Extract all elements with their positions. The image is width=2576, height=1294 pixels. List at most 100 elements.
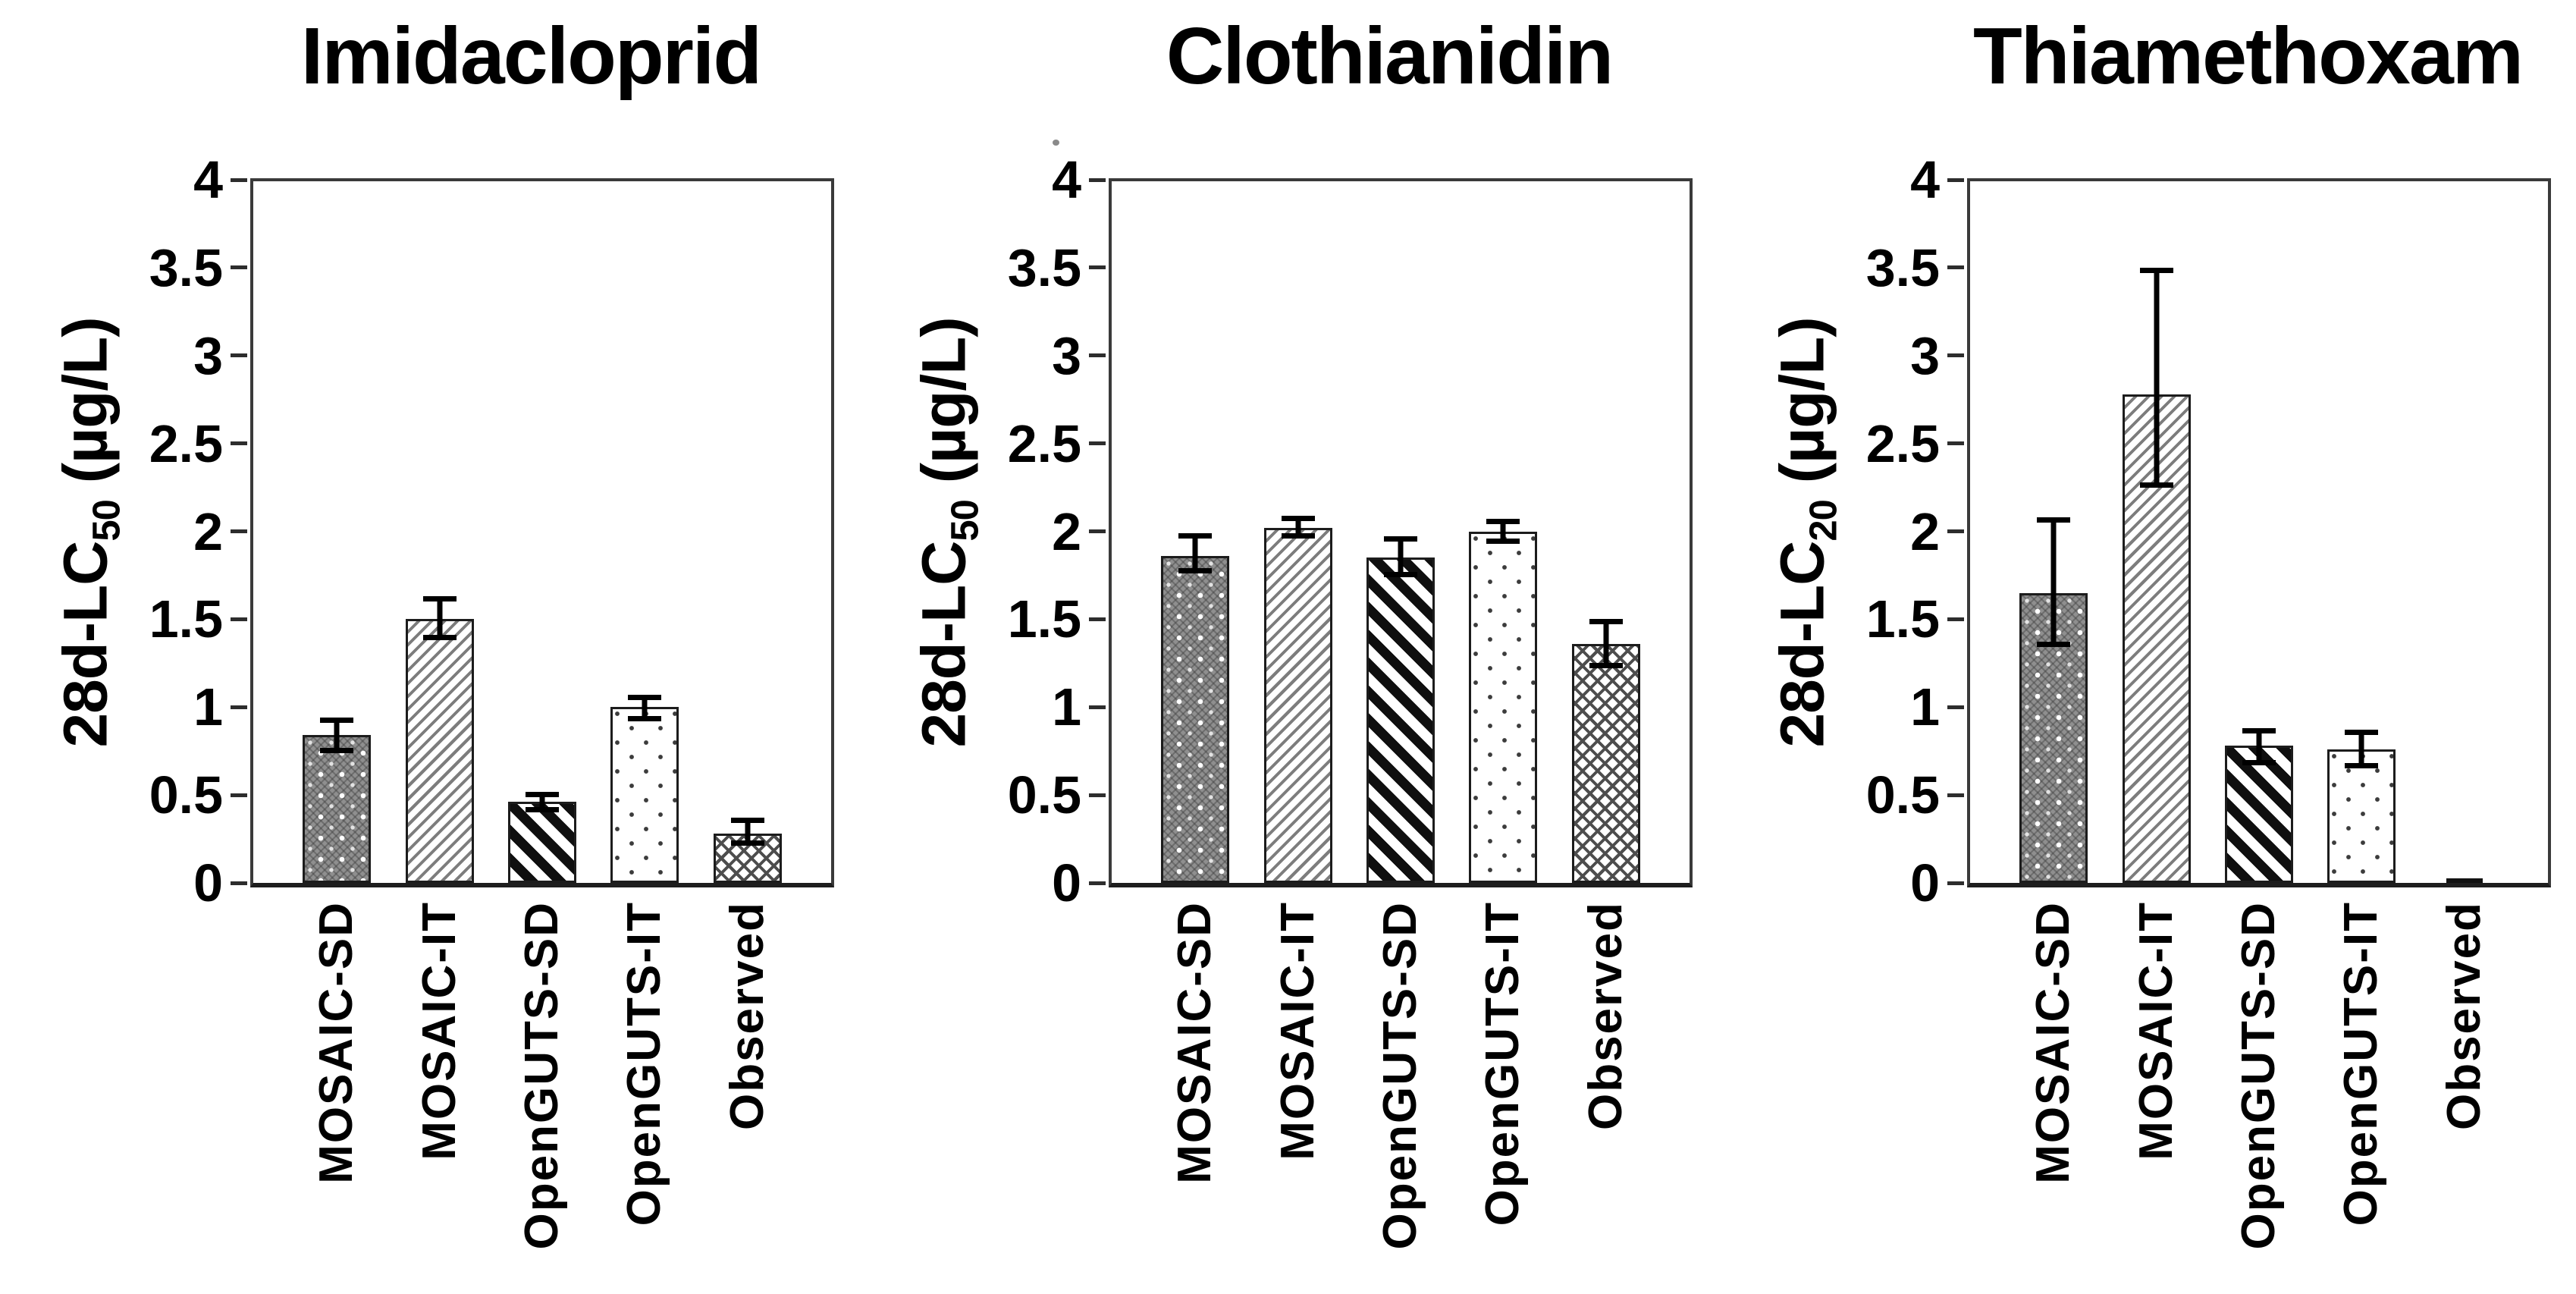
- error-bar-mosaic-it: [1281, 515, 1315, 539]
- x-tick-label-mosaic-it: MOSAIC-IT: [1271, 901, 1324, 1161]
- error-bar-mosaic-sd: [1178, 532, 1213, 574]
- y-tick-mark: [231, 705, 247, 709]
- error-bar-cap-top: [1589, 619, 1623, 625]
- y-axis-label-text: 28d-LC: [1768, 541, 1837, 748]
- y-tick-mark: [1947, 617, 1964, 621]
- y-axis-label-unit: (µg/L): [1768, 317, 1837, 501]
- chart-panel-thiamethoxam: Thiamethoxam 28d-LC20 (µg/L) 0 0.5 1 1.5 2 2.5 3…: [1717, 0, 2575, 1294]
- error-bar-cap-bottom: [628, 715, 662, 721]
- error-bar-cap-bottom: [2345, 763, 2379, 769]
- y-tick-mark: [1089, 705, 1106, 709]
- error-bar-cap-bottom: [422, 635, 457, 641]
- bar-openguts-it: [2327, 749, 2396, 883]
- bar-mosaic-it: [1263, 527, 1332, 883]
- y-tick-mark: [1947, 529, 1964, 533]
- y-tick-mark: [1089, 441, 1106, 446]
- error-bar-cap-bottom: [320, 747, 354, 753]
- error-bar-observed: [730, 818, 764, 846]
- error-bar-cap-top: [2345, 730, 2379, 736]
- error-bar-line: [745, 818, 750, 846]
- y-tick-mark: [1947, 441, 1964, 446]
- y-tick-label: 1: [1052, 677, 1081, 737]
- y-tick-label: 0: [1052, 853, 1081, 912]
- x-tick-label-observed: Observed: [1579, 901, 1632, 1131]
- y-tick-mark: [1089, 881, 1106, 885]
- x-tick-label-openguts-it: OpenGUTS-IT: [618, 901, 671, 1226]
- error-bar-cap-bottom: [2139, 482, 2173, 488]
- error-bar-line: [437, 596, 443, 641]
- y-tick-mark: [231, 881, 247, 885]
- error-bar-mosaic-it: [2139, 267, 2173, 488]
- chart-panel-imidacloprid: Imidacloprid 28d-LC50 (µg/L) 0 0.5 1 1.5 2 2.5 3…: [0, 0, 858, 1294]
- error-bar-line: [1603, 619, 1608, 669]
- error-bar-openguts-it: [1486, 519, 1520, 544]
- y-tick-mark: [231, 617, 247, 621]
- error-bar-cap-bottom: [2242, 759, 2276, 765]
- y-tick-label: 1: [1910, 677, 1940, 737]
- error-bar-line: [642, 695, 648, 721]
- error-bar-cap-top: [2139, 267, 2173, 273]
- error-bar-cap-top: [1281, 515, 1315, 521]
- bar-mosaic-it: [405, 619, 474, 883]
- y-tick-label: 2: [1052, 501, 1081, 561]
- error-bar-cap-top: [1178, 532, 1213, 539]
- y-axis-label-subscript: 20: [1801, 500, 1845, 542]
- error-bar-cap-bottom: [1178, 568, 1213, 574]
- y-tick-mark: [1089, 265, 1106, 270]
- y-axis-label: 28d-LC20 (µg/L): [1767, 317, 1845, 747]
- y-tick-label: 0.5: [1007, 765, 1081, 825]
- error-bar-line: [2154, 267, 2160, 488]
- y-tick-label: 2.5: [149, 413, 223, 473]
- y-tick-mark: [231, 353, 247, 358]
- bar-mosaic-sd: [1161, 555, 1230, 883]
- x-tick-label-mosaic-it: MOSAIC-IT: [2129, 901, 2182, 1161]
- x-tick-label-openguts-it: OpenGUTS-IT: [1476, 901, 1530, 1226]
- error-bar-cap-bottom: [1589, 663, 1623, 669]
- error-bar-line: [1295, 515, 1301, 539]
- plot-area: 0 0.5 1 1.5 2 2.5 3 3.5 4: [149, 153, 834, 909]
- x-tick-label-openguts-it: OpenGUTS-IT: [2335, 901, 2388, 1226]
- y-tick-label: 1.5: [1865, 589, 1940, 649]
- error-bar-mosaic-sd: [320, 718, 354, 753]
- y-tick-label: 3.5: [1865, 237, 1940, 297]
- y-tick-label: 1.5: [1007, 589, 1081, 649]
- y-tick-mark: [231, 265, 247, 270]
- error-bar-cap-bottom: [1384, 571, 1417, 577]
- y-tick-mark: [1947, 705, 1964, 709]
- y-tick-mark: [1089, 177, 1106, 182]
- error-bar-cap-top: [628, 695, 662, 701]
- error-bar-openguts-it: [2345, 730, 2379, 769]
- y-tick-label: 2.5: [1865, 413, 1940, 473]
- y-tick-label: 1.5: [149, 589, 223, 649]
- error-bar-line: [1500, 519, 1506, 544]
- y-axis-label: 28d-LC50 (µg/L): [50, 317, 128, 747]
- y-tick-label: 3: [1910, 325, 1940, 385]
- y-tick-mark: [1089, 793, 1106, 797]
- y-tick-mark: [1947, 265, 1964, 270]
- bar-openguts-it: [610, 707, 679, 883]
- error-bar-mosaic-it: [422, 596, 457, 641]
- error-bar-cap-top: [1384, 536, 1417, 542]
- bar-openguts-sd: [2225, 746, 2293, 883]
- error-bar-cap-top: [320, 718, 354, 724]
- error-bar-cap-bottom: [526, 807, 559, 813]
- error-bar-openguts-sd: [526, 791, 559, 813]
- error-bar-openguts-it: [628, 695, 662, 721]
- error-bar-openguts-sd: [1384, 536, 1417, 577]
- y-tick-mark: [1947, 353, 1964, 358]
- chart-title: Thiamethoxam: [1972, 11, 2524, 101]
- y-tick-label: 2.5: [1007, 413, 1081, 473]
- y-tick-label: 3.5: [1007, 237, 1081, 297]
- x-tick-label-mosaic-sd: MOSAIC-SD: [2027, 901, 2080, 1184]
- stray-ink-dot: [1053, 140, 1059, 146]
- error-bar-cap-top: [2037, 517, 2071, 523]
- y-axis-label-subscript: 50: [943, 500, 987, 542]
- y-axis-label-unit: (µg/L): [51, 317, 121, 501]
- y-axis-label-subscript: 50: [84, 500, 128, 542]
- y-tick-label: 4: [1910, 150, 1940, 209]
- error-bar-line: [334, 718, 340, 753]
- chart-title: Clothianidin: [1166, 11, 1614, 101]
- error-bar-cap-bottom: [730, 840, 764, 846]
- y-tick-label: 2: [1910, 501, 1940, 561]
